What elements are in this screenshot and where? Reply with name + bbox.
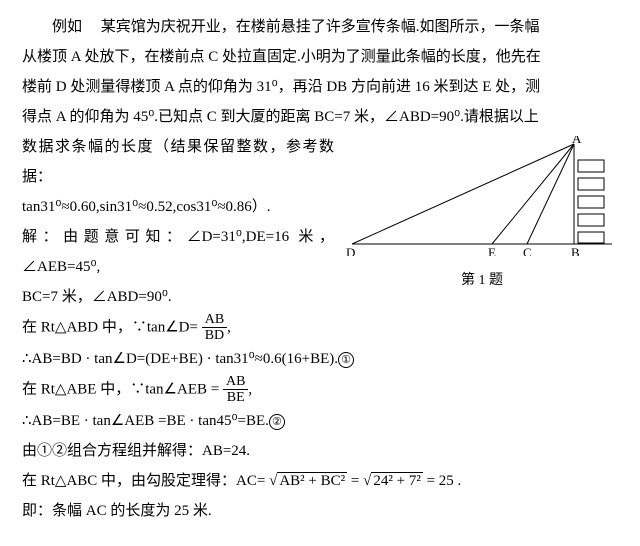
mark-1: ① [338,352,354,368]
diagram: A D E C B 第 1 题 [342,136,622,295]
lead: 例如 [52,19,82,35]
figure-caption: 第 1 题 [342,267,622,295]
svg-text:B: B [571,245,580,256]
svg-text:D: D [346,245,355,256]
solution-line: 在 Rt△ABC 中，由勾股定理得：AC= AB² + BC² = 24² + … [22,466,622,496]
svg-text:C: C [523,245,532,256]
problem-line: 楼前 D 处测量得楼顶 A 点的仰角为 31⁰，再沿 DB 方向前进 16 米到… [22,72,622,102]
mark-2: ② [269,414,285,430]
svg-text:A: A [572,136,582,146]
solution-line: 在 Rt△ABE 中，∵tan∠AEB = AB BE , [22,374,622,406]
svg-text:E: E [488,245,496,256]
problem-line: 从楼顶 A 处放下，在楼前点 C 处拉直固定.小明为了测量此条幅的长度，他先在 [22,42,622,72]
solution-line: ∴AB=BD · tan∠D=(DE+BE) · tan31⁰≈0.6(16+B… [22,344,622,374]
problem-text: 例如 某宾馆为庆祝开业，在楼前悬挂了许多宣传条幅.如图所示，一条幅 [22,12,622,42]
solution-line: 由①②组合方程组并解得：AB=24. [22,436,622,466]
fraction: AB BD [202,312,227,344]
problem-line: 得点 A 的仰角为 45⁰.已知点 C 到大厦的距离 BC=7 米，∠ABD=9… [22,102,622,132]
fraction: AB BE [223,374,248,406]
sqrt-2: 24² + 7² [363,466,423,496]
solution-line: 在 Rt△ABD 中，∵tan∠D= AB BD , [22,312,622,344]
sqrt-1: AB² + BC² [269,466,347,496]
solution-line: ∴AB=BE · tan∠AEB =BE · tan45⁰=BE.② [22,406,622,436]
